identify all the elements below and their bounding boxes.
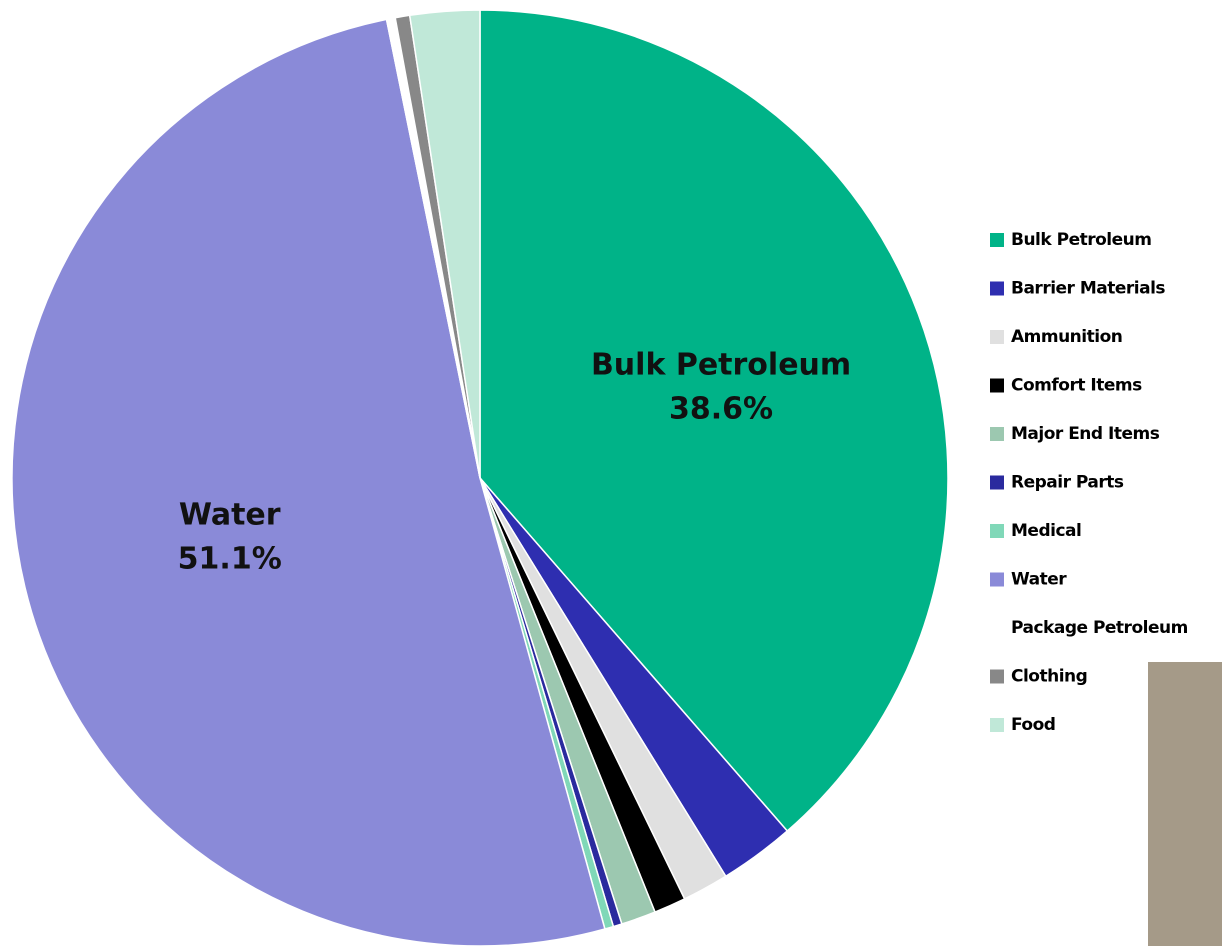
legend-swatch bbox=[990, 282, 1004, 296]
legend-label: Water bbox=[1011, 570, 1067, 590]
legend-swatch bbox=[990, 524, 1004, 538]
legend-label: Clothing bbox=[1011, 667, 1087, 687]
legend-swatch bbox=[990, 621, 1004, 635]
photo bbox=[1148, 662, 1222, 946]
slice-value: 51.1% bbox=[178, 542, 282, 577]
legend-label: Comfort Items bbox=[1011, 376, 1142, 396]
legend: Bulk Petroleum Barrier Materials Ammunitio… bbox=[990, 230, 1188, 735]
legend-swatch bbox=[990, 330, 1004, 344]
legend-swatch bbox=[990, 476, 1004, 490]
slice-value: 38.6% bbox=[669, 391, 773, 426]
legend-label: Ammunition bbox=[1011, 327, 1122, 347]
legend-swatch bbox=[990, 718, 1004, 732]
slice-name: Bulk Petroleum bbox=[591, 347, 851, 382]
chart: Bulk Petroleum 38.6% Water 51.1% Bulk Petro… bbox=[0, 0, 1222, 946]
slice-name: Water bbox=[179, 498, 281, 533]
legend-label: Package Petroleum bbox=[1011, 618, 1188, 638]
legend-swatch bbox=[990, 573, 1004, 587]
legend-swatch bbox=[990, 670, 1004, 684]
legend-swatch bbox=[990, 233, 1004, 247]
legend-label: Bulk Petroleum bbox=[1011, 230, 1151, 250]
legend-label: Food bbox=[1011, 715, 1055, 735]
legend-swatch bbox=[990, 427, 1004, 441]
legend-label: Medical bbox=[1011, 521, 1081, 541]
legend-label: Barrier Materials bbox=[1011, 279, 1165, 299]
legend-label: Major End Items bbox=[1011, 424, 1160, 444]
pie bbox=[12, 10, 948, 946]
legend-label: Repair Parts bbox=[1011, 473, 1124, 493]
legend-swatch bbox=[990, 379, 1004, 393]
